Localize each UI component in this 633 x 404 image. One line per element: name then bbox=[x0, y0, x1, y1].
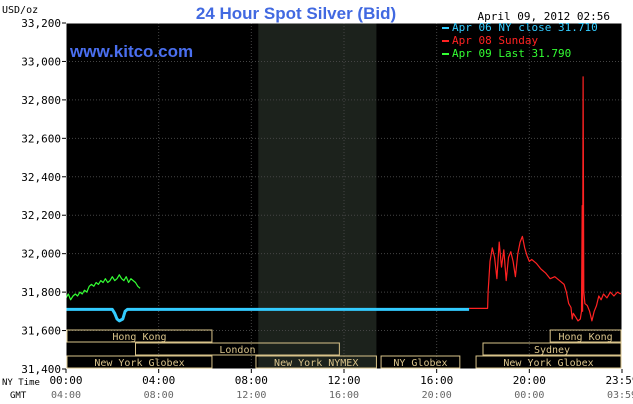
x-tick-label-gmt: 04:00 bbox=[51, 390, 81, 401]
y-tick-label: 31,800 bbox=[21, 286, 61, 299]
chart-title: 24 Hour Spot Silver (Bid) bbox=[196, 4, 396, 23]
legend-entry: Apr 08 Sunday bbox=[452, 34, 538, 47]
session-label: Sydney bbox=[534, 345, 570, 356]
y-tick-label: 31,400 bbox=[21, 363, 61, 376]
x-tick-label-ny: 00:00 bbox=[49, 374, 82, 387]
ny-time-label: NY Time bbox=[2, 378, 40, 388]
session-label: New York Globex bbox=[94, 358, 184, 369]
session-box bbox=[482, 342, 622, 356]
session-label: New York NYMEX bbox=[274, 358, 358, 369]
y-tick-label: 33,200 bbox=[21, 17, 61, 30]
grid-lines bbox=[66, 23, 622, 369]
session-label: Hong Kong bbox=[558, 332, 612, 343]
y-tick-label: 32,400 bbox=[21, 171, 61, 184]
price-series bbox=[65, 76, 622, 323]
watermark: www.kitco.com bbox=[69, 42, 193, 61]
x-tick-label-ny: 12:00 bbox=[327, 374, 360, 387]
x-tick-label-gmt: 12:00 bbox=[236, 390, 266, 401]
y-tick-label: 32,200 bbox=[21, 209, 61, 222]
y-tick-label: 32,600 bbox=[21, 132, 61, 145]
x-tick-label-ny: 23:59 bbox=[605, 374, 633, 387]
x-tick-label-ny: 08:00 bbox=[235, 374, 268, 387]
y-tick-label: 32,800 bbox=[21, 94, 61, 107]
x-tick-label-gmt: 08:00 bbox=[144, 390, 174, 401]
legend-entry: Apr 09 Last 31.790 bbox=[452, 47, 571, 60]
x-tick-label-gmt: 03:59 bbox=[607, 390, 633, 401]
x-tick-label-ny: 04:00 bbox=[142, 374, 175, 387]
series-line bbox=[66, 307, 470, 323]
x-tick-label-gmt: 20:00 bbox=[422, 390, 452, 401]
gmt-label: GMT bbox=[10, 391, 27, 401]
legend-entry: Apr 06 NY close 31.710 bbox=[452, 21, 598, 34]
session-box bbox=[475, 355, 622, 369]
timestamp: April 09, 2012 02:56 bbox=[478, 10, 610, 23]
session-box bbox=[66, 355, 213, 369]
session-box bbox=[380, 355, 461, 369]
y-axis-ticks: 31,400 31,600 31,800 32,000 32,200 32,400 32,6… bbox=[21, 17, 66, 376]
x-tick-label-ny: 16:00 bbox=[420, 374, 453, 387]
x-tick-label-ny: 20:00 bbox=[513, 374, 546, 387]
session-label: New York Globex bbox=[503, 358, 593, 369]
session-box bbox=[66, 329, 213, 343]
market-session-boxes: Hong Kong Hong Kong London Sydney New York G… bbox=[66, 329, 622, 369]
session-label: London bbox=[219, 345, 255, 356]
series-line bbox=[65, 274, 141, 301]
unit-label: USD/oz bbox=[2, 5, 38, 16]
session-label: Hong Kong bbox=[112, 332, 166, 343]
x-tick-label-gmt: 00:00 bbox=[514, 390, 544, 401]
x-tick-label-gmt: 16:00 bbox=[329, 390, 359, 401]
session-box bbox=[255, 355, 377, 369]
y-tick-label: 33,000 bbox=[21, 55, 61, 68]
y-tick-label: 32,000 bbox=[21, 248, 61, 261]
y-tick-label: 31,600 bbox=[21, 325, 61, 338]
x-axis-ticks: 00:00 04:00 04:00 08:00 08:00 12:00 12:00 16:00… bbox=[49, 369, 633, 401]
nymex-shaded-region bbox=[258, 23, 377, 369]
session-label: NY Globex bbox=[393, 358, 447, 369]
session-box bbox=[549, 329, 622, 343]
series-line bbox=[469, 76, 622, 322]
session-box bbox=[135, 342, 340, 356]
